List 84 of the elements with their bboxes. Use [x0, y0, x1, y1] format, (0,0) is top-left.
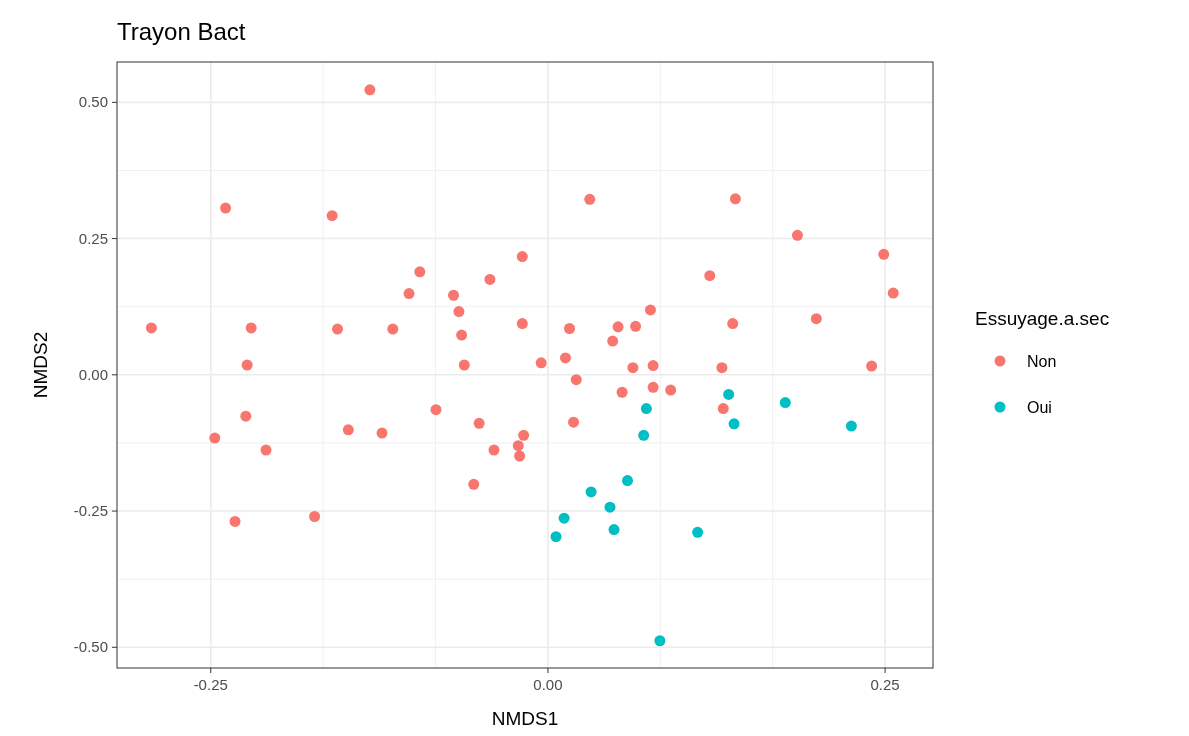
- point: [430, 404, 442, 416]
- point: [647, 381, 659, 393]
- point: [209, 432, 221, 444]
- x-tick-label: 0.00: [533, 676, 563, 693]
- point: [229, 515, 241, 527]
- point: [241, 359, 253, 371]
- point: [550, 531, 562, 543]
- point: [704, 270, 716, 282]
- point: [568, 416, 580, 428]
- point: [516, 318, 528, 330]
- x-tick-label: -0.25: [193, 676, 228, 693]
- point: [468, 478, 480, 490]
- chart-title: Trayon Bact: [117, 18, 246, 45]
- point: [564, 323, 576, 334]
- point: [414, 266, 426, 278]
- point: [403, 288, 415, 300]
- point: [558, 512, 570, 524]
- point: [654, 635, 666, 647]
- point: [484, 273, 496, 285]
- y-tick-label: 0.50: [78, 93, 108, 111]
- y-tick-label: -0.25: [73, 502, 108, 520]
- point: [608, 524, 620, 536]
- y-tick-label: 0.25: [78, 229, 108, 247]
- point: [717, 403, 729, 415]
- point: [364, 84, 376, 96]
- point: [240, 410, 252, 422]
- point: [448, 289, 460, 301]
- point: [260, 444, 272, 456]
- point: [845, 420, 857, 432]
- point: [878, 248, 890, 260]
- point: [716, 362, 728, 374]
- point: [638, 429, 650, 441]
- point: [342, 424, 354, 436]
- point: [514, 450, 526, 462]
- x-axis-title: NMDS1: [491, 708, 559, 729]
- point: [570, 374, 582, 386]
- point: [559, 352, 571, 364]
- point: [866, 360, 878, 372]
- point: [616, 386, 628, 398]
- point: [622, 475, 633, 487]
- point: [585, 486, 597, 498]
- point: [376, 427, 388, 439]
- point: [332, 323, 344, 335]
- point: [723, 388, 735, 400]
- point: [791, 229, 803, 241]
- point: [612, 321, 624, 333]
- point: [145, 322, 157, 334]
- x-tick-label: 0.25: [870, 676, 900, 693]
- point: [692, 526, 704, 538]
- point: [627, 362, 639, 374]
- point: [326, 210, 338, 222]
- point: [647, 360, 659, 372]
- point: [387, 323, 399, 335]
- point: [309, 511, 321, 522]
- point: [584, 193, 596, 205]
- point: [220, 202, 232, 214]
- y-tick-label: 0.00: [78, 365, 108, 383]
- point: [644, 304, 656, 316]
- point: [488, 444, 500, 456]
- point: [516, 251, 528, 263]
- legend-title: Essuyage.a.sec: [975, 308, 1110, 329]
- point: [630, 320, 642, 332]
- point: [456, 329, 468, 341]
- point: [473, 417, 485, 429]
- point: [729, 193, 741, 205]
- point: [640, 403, 652, 415]
- point: [535, 357, 547, 369]
- point: [810, 313, 822, 325]
- y-tick-label: -0.50: [73, 638, 108, 656]
- point: [728, 418, 740, 430]
- point: [607, 335, 619, 347]
- y-axis-title: NMDS2: [30, 331, 51, 399]
- point: [887, 287, 899, 299]
- point: [727, 318, 739, 330]
- point: [518, 429, 530, 441]
- point: [245, 322, 257, 334]
- point: [512, 440, 524, 452]
- point: [458, 359, 470, 371]
- point: [604, 501, 616, 513]
- point: [453, 306, 465, 318]
- point: [665, 384, 677, 396]
- legend-label: Oui: [1027, 399, 1052, 416]
- point: [779, 397, 791, 409]
- legend-label: Non: [1027, 353, 1057, 370]
